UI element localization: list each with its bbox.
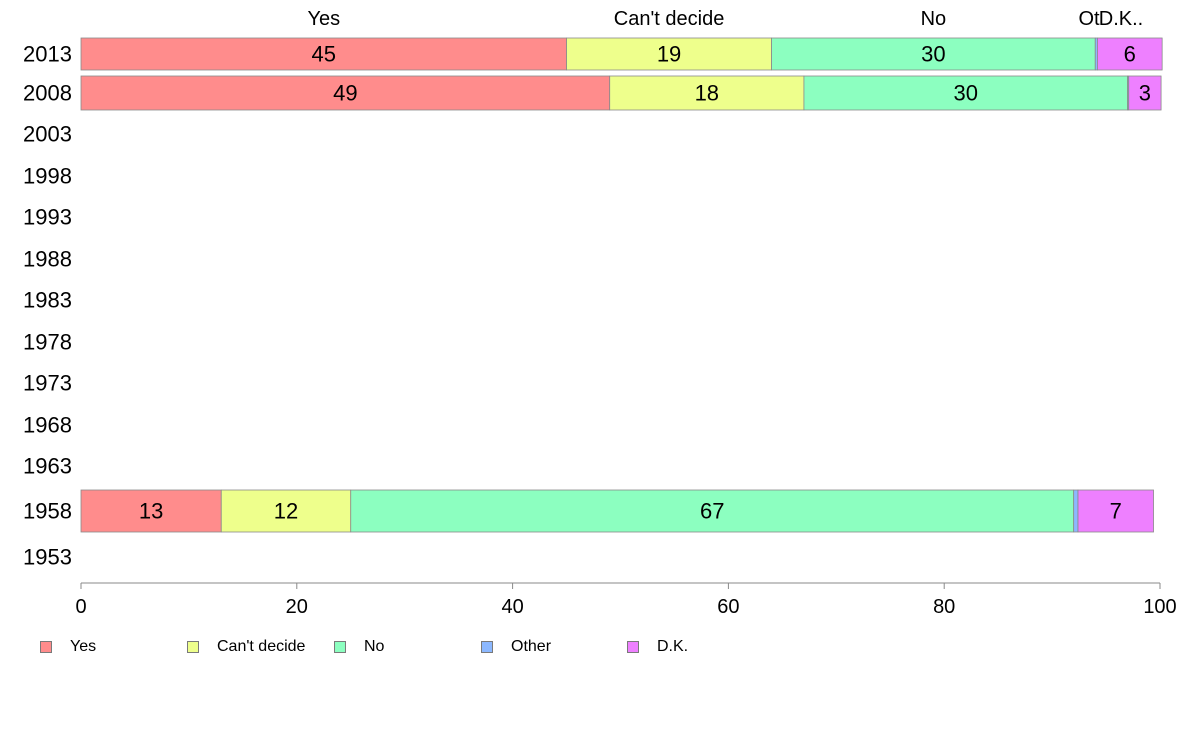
legend-item-other: Other xyxy=(481,636,551,658)
y-tick-label-1978: 1978 xyxy=(23,330,72,355)
data-label-2013-no: 30 xyxy=(921,42,945,67)
y-tick-label-1958: 1958 xyxy=(23,499,72,524)
x-tick-label-0: 0 xyxy=(75,596,86,618)
data-label-2008-can-t-decide: 18 xyxy=(695,81,719,106)
top-label-0: Yes xyxy=(307,8,340,30)
data-label-2008-yes: 49 xyxy=(333,81,357,106)
legend-label: D.K. xyxy=(657,638,689,655)
bar-1958-d-k- xyxy=(1077,489,1154,533)
data-label-1958-no: 67 xyxy=(700,499,724,524)
legend-swatch xyxy=(334,641,346,653)
legend-label: No xyxy=(364,638,385,655)
stacked-bar-chart: Yes Can't decide No Ot D.K.. 45 19 30 6 49 18 30 3 1… xyxy=(23,8,1177,618)
top-label-2: No xyxy=(921,8,947,30)
top-label-4: D.K.. xyxy=(1099,8,1143,30)
data-label-2008-d-k-: 3 xyxy=(1139,81,1151,106)
bar-1958-no xyxy=(350,489,1075,533)
top-label-1: Can't decide xyxy=(614,8,725,30)
y-tick-label-2008: 2008 xyxy=(23,81,72,106)
legend: Yes Can't decide No Other D.K. xyxy=(0,636,1188,658)
y-tick-label-1953: 1953 xyxy=(23,545,72,570)
x-tick-label-60: 60 xyxy=(717,596,739,618)
bar-2013-yes xyxy=(80,37,567,71)
bar-1958-yes xyxy=(80,489,222,533)
legend-item-no: No xyxy=(334,636,384,658)
y-tick-label-1983: 1983 xyxy=(23,288,72,313)
x-tick-label-20: 20 xyxy=(286,596,308,618)
x-axis: 0 20 40 60 80 100 xyxy=(75,582,1177,618)
bar-1958-other xyxy=(1073,489,1079,533)
legend-item-d-k-: D.K. xyxy=(627,636,688,658)
x-tick-label-100: 100 xyxy=(1143,596,1176,618)
data-label-2013-d-k-: 6 xyxy=(1124,42,1136,67)
data-label-1958-can-t-decide: 12 xyxy=(274,499,298,524)
bar-2013-d-k- xyxy=(1097,37,1163,71)
y-tick-label-1973: 1973 xyxy=(23,371,72,396)
legend-label: Other xyxy=(511,638,552,655)
legend-label: Yes xyxy=(70,638,97,655)
y-tick-label-1993: 1993 xyxy=(23,205,72,230)
y-tick-label-1963: 1963 xyxy=(23,454,72,479)
top-label-3: Ot xyxy=(1078,8,1100,30)
bar-2008-no xyxy=(803,75,1129,111)
legend-swatch xyxy=(481,641,493,653)
data-label-2013-can-t-decide: 19 xyxy=(657,42,681,67)
legend-label: Can't decide xyxy=(217,638,306,655)
bar-2008-d-k- xyxy=(1128,75,1162,111)
y-tick-label-1988: 1988 xyxy=(23,247,72,272)
y-axis-labels: 2013 2008 2003 1998 1993 1988 1983 1978 1973 1968… xyxy=(23,42,72,570)
data-label-1958-d-k-: 7 xyxy=(1110,499,1122,524)
top-category-labels: Yes Can't decide No Ot D.K.. xyxy=(307,8,1143,30)
legend-swatch xyxy=(40,641,52,653)
data-label-2013-yes: 45 xyxy=(312,42,336,67)
legend-swatch xyxy=(187,641,199,653)
x-tick-label-40: 40 xyxy=(501,596,523,618)
y-tick-label-1968: 1968 xyxy=(23,413,72,438)
bar-2008-can-t-decide xyxy=(609,75,805,111)
legend-swatch xyxy=(627,641,639,653)
legend-item-can-t-decide: Can't decide xyxy=(187,636,305,658)
x-tick-label-80: 80 xyxy=(933,596,955,618)
bar-2013-can-t-decide xyxy=(566,37,772,71)
y-tick-label-2003: 2003 xyxy=(23,122,72,147)
bar-2013-no xyxy=(771,37,1096,71)
bar-2008-yes xyxy=(80,75,611,111)
data-label-1958-yes: 13 xyxy=(139,499,163,524)
y-tick-label-2013: 2013 xyxy=(23,42,72,67)
data-label-2008-no: 30 xyxy=(954,81,978,106)
y-tick-label-1998: 1998 xyxy=(23,164,72,189)
legend-item-yes: Yes xyxy=(40,636,96,658)
bars: 45 19 30 6 49 18 30 3 13 12 67 7 xyxy=(80,37,1163,533)
